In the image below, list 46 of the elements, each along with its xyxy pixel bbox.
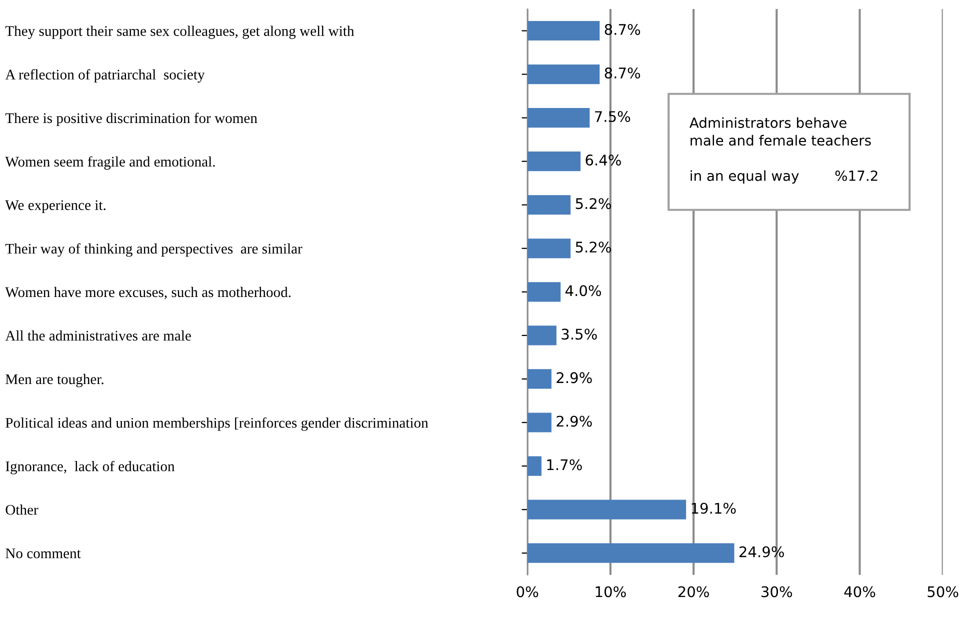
bar [527,195,571,215]
bar [527,543,734,563]
bar [527,64,600,84]
data-label: 2.9% [556,372,592,384]
data-label: 2.9% [556,416,592,427]
data-label: 5.2% [576,198,611,210]
bar [527,369,552,389]
data-label: 24.9% [740,546,784,558]
data-label: 7.5% [595,111,630,122]
text: Administrators behave male and female teachers in an equal way %17.2 [690,117,878,184]
bar [527,412,552,432]
x-tick-label: 0% [516,586,538,598]
x-tick-label: 20% [678,586,709,598]
data-label: 6.4% [586,154,621,166]
x-tick-label: 30% [762,586,792,598]
bar [527,326,556,346]
y-tick-label: They support their same sex colleagues, get along well with [5,26,354,39]
bar [527,238,571,258]
y-tick-label: Men are tougher. [6,374,104,388]
data-label: 1.7% [547,459,582,470]
bar [527,152,581,172]
data-label: 4.0% [565,285,602,296]
data-label: 8.7% [604,24,640,35]
x-tick-label: 40% [844,586,876,598]
y-tick-label: All the administratives are male [5,330,191,341]
y-tick-label: There is positive discrimination for women [5,112,258,126]
x-tick-label: 50% [928,586,958,598]
y-tick-label: Women seem fragile and emotional. [5,156,215,170]
y-tick-label: No comment [6,548,81,558]
data-label: 5.2% [576,242,611,253]
data-label: 8.7% [604,67,640,79]
y-tick-label: We experience it. [5,200,106,214]
bar [527,456,542,476]
y-tick-label: A reflection of patriarchal society [5,69,205,83]
y-tick-label: Other [6,504,38,515]
bar [527,108,590,128]
y-tick-label: Ignorance, lack of education [6,460,175,474]
data-label: 19.1% [692,502,736,514]
data-label: 3.5% [562,328,597,340]
bar [527,20,600,41]
y-tick-label: Their way of thinking and perspectives are similar [5,243,302,257]
bar [527,500,686,520]
bar [527,282,561,302]
y-tick-label: Political ideas and union memberships [reinforces gender discrimination [6,417,428,431]
y-tick-label: Women have more excuses, such as motherhood. [5,286,291,300]
x-tick-label: 10% [596,586,626,598]
